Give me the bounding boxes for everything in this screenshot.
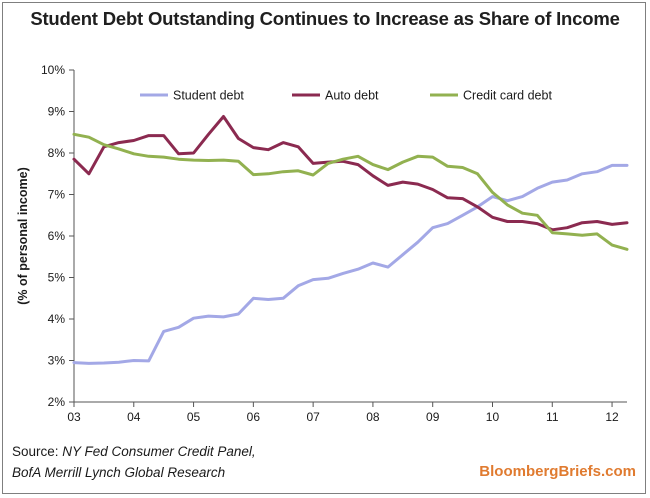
x-tick-label: 05 [187, 410, 201, 424]
x-tick-label: 03 [67, 410, 81, 424]
legend-label-auto-debt: Auto debt [325, 89, 379, 103]
series-line-student-debt [72, 163, 629, 365]
legend-label-credit-card-debt: Credit card debt [463, 89, 552, 103]
source-line-2: BofA Merrill Lynch Global Research [12, 465, 226, 480]
y-tick-label: 8% [48, 146, 66, 160]
y-tick-label: 2% [48, 395, 66, 409]
x-tick-label: 08 [366, 410, 380, 424]
source-note: Source: NY Fed Consumer Credit Panel, Bo… [12, 441, 256, 483]
legend-label-student-debt: Student debt [173, 89, 244, 103]
x-tick-label: 10 [486, 410, 500, 424]
y-axis-label: (% of personal income) [16, 167, 30, 305]
series-line-auto-debt [72, 115, 629, 232]
x-tick-label: 12 [605, 410, 619, 424]
source-line-1: NY Fed Consumer Credit Panel, [62, 444, 256, 459]
x-tick-label: 04 [127, 410, 141, 424]
x-tick-label: 09 [426, 410, 440, 424]
x-tick-label: 07 [306, 410, 320, 424]
x-tick-label: 11 [546, 410, 559, 424]
series-line-credit-card-debt [72, 132, 629, 251]
y-tick-label: 10% [41, 63, 65, 77]
y-tick-label: 7% [48, 188, 66, 202]
y-tick-label: 9% [48, 105, 66, 119]
y-tick-label: 4% [48, 312, 66, 326]
y-tick-label: 5% [48, 271, 66, 285]
chart-title: Student Debt Outstanding Continues to In… [30, 8, 620, 29]
chart-frame [2, 2, 646, 494]
brand-logo-text: BloombergBriefs.com [479, 463, 636, 480]
y-tick-label: 3% [48, 354, 66, 368]
source-prefix: Source: [12, 444, 63, 459]
y-tick-label: 6% [48, 229, 66, 243]
x-tick-label: 06 [247, 410, 261, 424]
